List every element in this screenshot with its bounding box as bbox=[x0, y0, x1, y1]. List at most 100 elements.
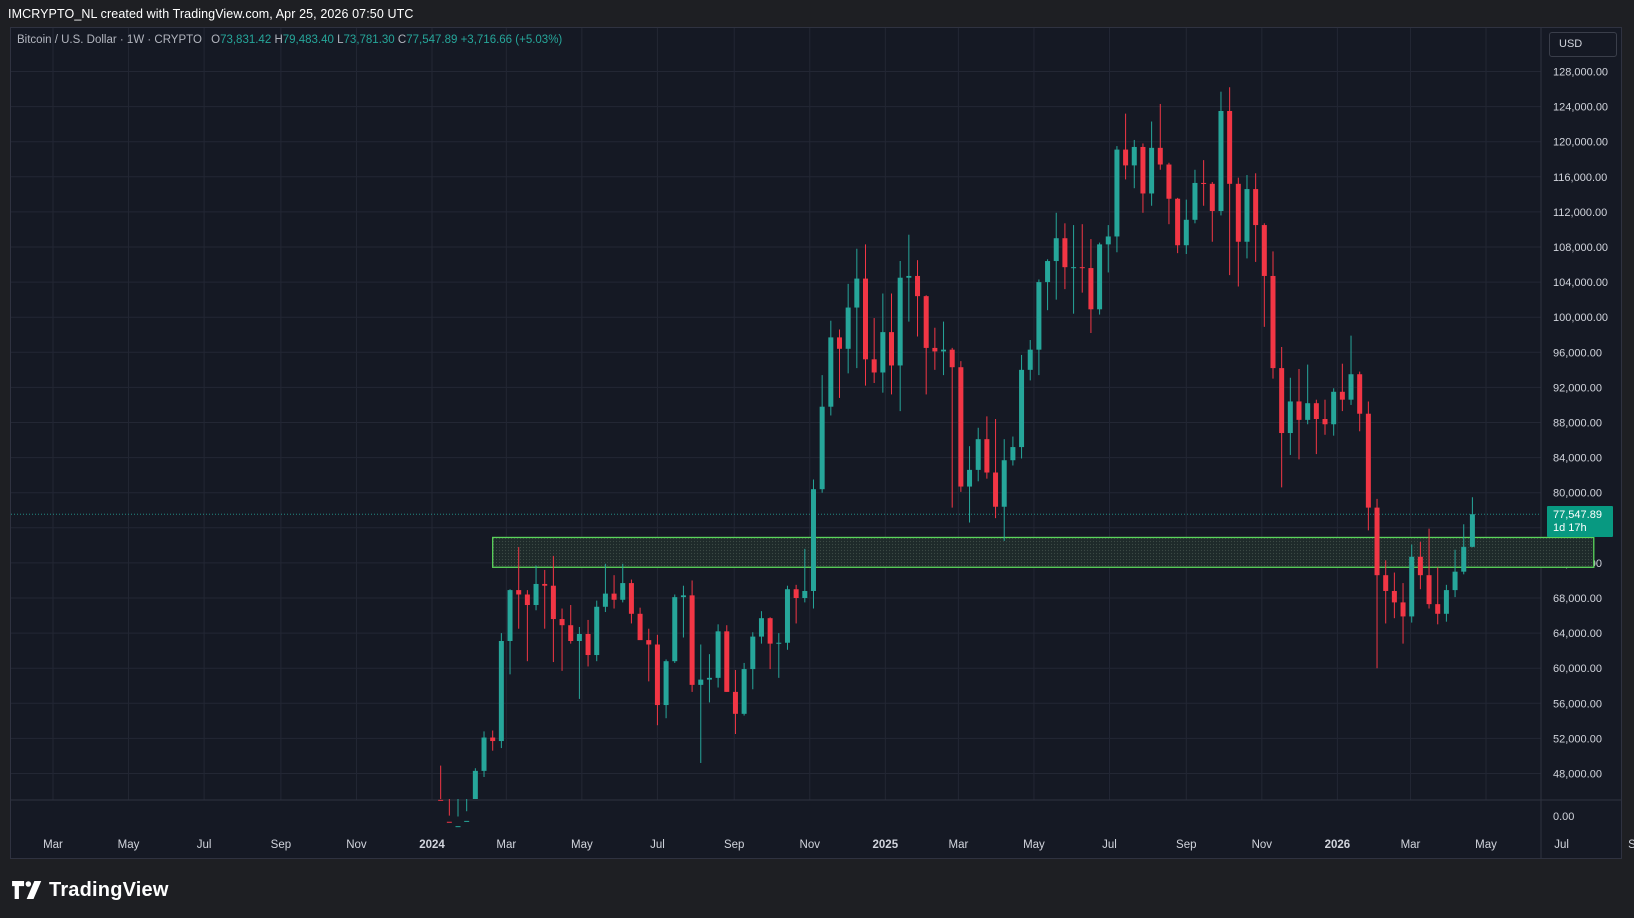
tradingview-branding[interactable]: TradingView bbox=[12, 878, 169, 902]
candle bbox=[1166, 162, 1172, 225]
candle bbox=[1279, 347, 1285, 488]
candle-body bbox=[889, 332, 895, 366]
candle-body bbox=[1235, 183, 1241, 242]
candle-body bbox=[611, 593, 617, 600]
legend-low-key: L bbox=[337, 34, 344, 46]
candle bbox=[923, 295, 929, 395]
candle bbox=[1062, 223, 1068, 290]
candle bbox=[438, 765, 444, 801]
symbol-name[interactable]: Bitcoin / U.S. Dollar · 1W · CRYPTO bbox=[17, 34, 202, 46]
candle bbox=[1010, 436, 1016, 466]
price-tick-label: 48,000.00 bbox=[1553, 769, 1602, 781]
chart-attribution: IMCRYPTO_NL created with TradingView.com… bbox=[8, 7, 414, 21]
candle-body bbox=[585, 633, 591, 656]
candle bbox=[1339, 363, 1345, 412]
time-tick-label: 2024 bbox=[419, 839, 445, 851]
candle-body bbox=[1019, 369, 1025, 448]
candle bbox=[1027, 340, 1033, 381]
candle bbox=[490, 730, 496, 751]
candle-body bbox=[1417, 556, 1423, 576]
candle bbox=[1461, 524, 1467, 575]
price-tick-label: 96,000.00 bbox=[1553, 347, 1602, 359]
candle bbox=[1452, 549, 1458, 598]
price-tick-label: 108,000.00 bbox=[1553, 242, 1608, 254]
candle bbox=[1088, 239, 1094, 333]
candle-body bbox=[863, 278, 868, 360]
candle bbox=[1270, 251, 1276, 379]
candle bbox=[1175, 197, 1181, 254]
candle bbox=[1071, 225, 1077, 314]
time-tick-label: Sep bbox=[271, 839, 291, 851]
candle-body bbox=[750, 636, 756, 670]
price-tick-label: 52,000.00 bbox=[1553, 733, 1602, 745]
candle bbox=[533, 565, 539, 611]
price-tick-label: 88,000.00 bbox=[1553, 418, 1602, 430]
time-tick-label: Sep bbox=[724, 839, 744, 851]
candle bbox=[793, 584, 799, 624]
candle bbox=[1348, 335, 1354, 405]
candle-body bbox=[1452, 571, 1458, 591]
candle bbox=[1374, 498, 1380, 669]
candle-body bbox=[1287, 401, 1293, 434]
chart-pane[interactable] bbox=[10, 27, 1622, 859]
candle bbox=[802, 548, 808, 603]
candle bbox=[871, 318, 877, 384]
symbol-legend: Bitcoin / U.S. Dollar · 1W · CRYPTO O73,… bbox=[17, 34, 562, 46]
candle bbox=[715, 624, 721, 688]
candle-body bbox=[455, 826, 461, 828]
time-tick-label: Jul bbox=[1102, 839, 1117, 851]
candle bbox=[836, 329, 842, 398]
candle bbox=[828, 320, 834, 416]
candle-body bbox=[464, 820, 470, 822]
price-tick-label: 60,000.00 bbox=[1553, 663, 1602, 675]
tradingview-logo-icon bbox=[12, 881, 42, 899]
candle-body bbox=[758, 618, 764, 637]
candle-body bbox=[1010, 447, 1016, 461]
candle-body bbox=[1036, 282, 1042, 350]
candle bbox=[706, 654, 712, 703]
candle-body bbox=[949, 349, 955, 368]
candle bbox=[1045, 259, 1051, 311]
candle-body bbox=[958, 367, 964, 487]
time-tick-label: May bbox=[571, 839, 593, 851]
candle-body bbox=[1339, 391, 1345, 400]
candle bbox=[724, 625, 730, 692]
candle bbox=[958, 361, 964, 492]
time-tick-label: May bbox=[1475, 839, 1497, 851]
candle bbox=[784, 585, 790, 650]
candle bbox=[776, 633, 782, 678]
candle-body bbox=[819, 406, 825, 490]
candle bbox=[941, 321, 947, 376]
candle-body bbox=[672, 597, 678, 662]
candle bbox=[993, 418, 999, 519]
candle bbox=[1036, 279, 1042, 376]
candle bbox=[663, 659, 669, 719]
candle bbox=[819, 375, 825, 493]
candle bbox=[915, 260, 921, 337]
candle-body bbox=[594, 606, 600, 656]
candle-body bbox=[550, 585, 556, 620]
legend-change: +3,716.66 (+5.03%) bbox=[460, 34, 563, 46]
candle-body bbox=[1313, 403, 1319, 419]
candle-body bbox=[784, 589, 790, 643]
price-tick-label: 112,000.00 bbox=[1553, 207, 1607, 219]
candle bbox=[1227, 87, 1233, 276]
price-tick-label: 124,000.00 bbox=[1553, 102, 1608, 114]
price-tick-label: 120,000.00 bbox=[1553, 137, 1608, 149]
candle-body bbox=[1253, 189, 1259, 226]
candle-body bbox=[1365, 413, 1371, 508]
candle-body bbox=[724, 631, 730, 692]
currency-selector[interactable]: USD bbox=[1549, 32, 1617, 57]
price-tick-label: 100,000.00 bbox=[1553, 312, 1608, 324]
price-tick-label: 92,000.00 bbox=[1553, 382, 1602, 394]
candle-body bbox=[602, 593, 608, 607]
candle-body bbox=[1270, 275, 1276, 369]
candle bbox=[1322, 399, 1328, 435]
candle-body bbox=[1140, 146, 1146, 194]
candle-body bbox=[1192, 182, 1198, 220]
candle-body bbox=[438, 799, 444, 801]
candle-body bbox=[689, 595, 695, 685]
candle bbox=[1244, 175, 1250, 259]
candle-body bbox=[941, 349, 947, 352]
